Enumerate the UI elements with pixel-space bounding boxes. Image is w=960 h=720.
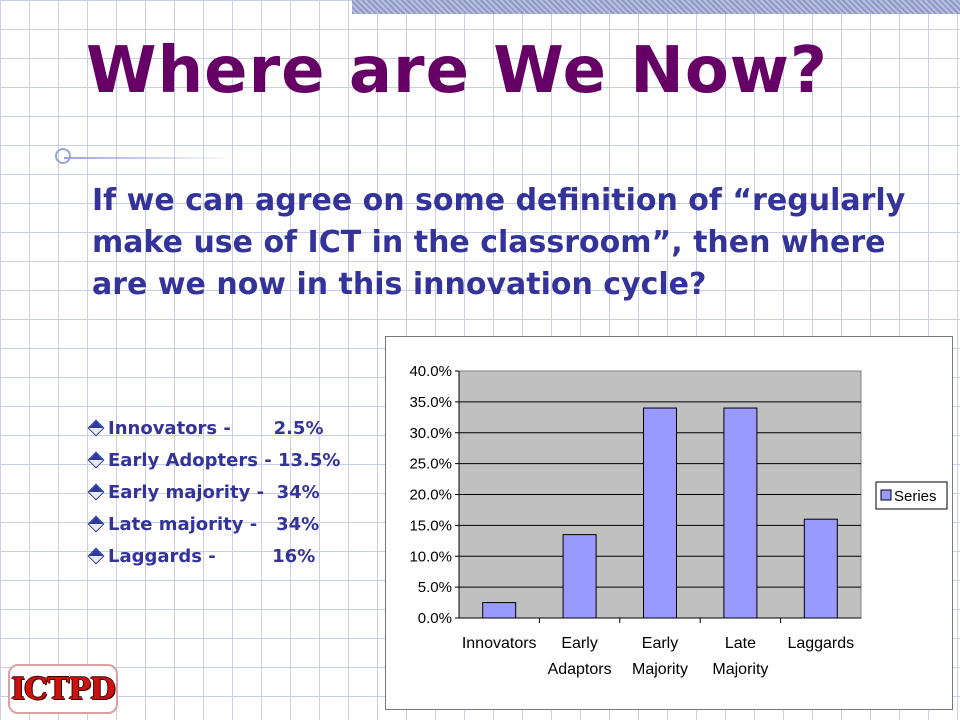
stat-value: 16% bbox=[272, 545, 316, 567]
y-tick-label: 0.0% bbox=[418, 610, 452, 627]
decorative-line bbox=[64, 157, 234, 159]
y-tick-label: 15.0% bbox=[409, 517, 452, 534]
stat-label: Early Adopters - bbox=[108, 449, 278, 471]
stats-list: Innovators - 2.5% Early Adopters - 13.5%… bbox=[87, 412, 341, 572]
stat-label: Early majority - bbox=[108, 481, 277, 503]
y-tick-label: 10.0% bbox=[409, 548, 452, 565]
x-tick-label: Adaptors bbox=[548, 661, 612, 678]
diamond-bullet-icon bbox=[87, 483, 105, 501]
y-tick-label: 30.0% bbox=[409, 425, 452, 442]
stat-value: 34% bbox=[276, 481, 320, 503]
x-tick-label: Early bbox=[561, 635, 597, 652]
ictpd-logo: ICTPD bbox=[8, 664, 118, 714]
x-tick-label: Innovators bbox=[462, 635, 537, 652]
y-tick-label: 5.0% bbox=[418, 579, 452, 596]
y-tick-label: 35.0% bbox=[409, 394, 452, 411]
bar bbox=[562, 534, 597, 619]
stat-value: 13.5% bbox=[277, 449, 341, 471]
stat-value: 2.5% bbox=[273, 417, 324, 439]
y-tick-label: 20.0% bbox=[409, 487, 452, 504]
decorative-circle bbox=[55, 148, 71, 164]
x-tick-label: Majority bbox=[632, 661, 688, 678]
bar-chart: 0.0% 5.0% 10.0% 15.0% 20.0% 25.0% 30.0% 35.0% 40… bbox=[385, 336, 953, 710]
bar bbox=[803, 518, 838, 619]
legend-swatch bbox=[880, 489, 892, 501]
intro-text: If we can agree on some definition of “r… bbox=[92, 183, 906, 302]
stat-item-laggards: Laggards - 16% bbox=[87, 540, 340, 572]
stat-value: 34% bbox=[276, 513, 320, 535]
bar-chart-svg: 0.0% 5.0% 10.0% 15.0% 20.0% 25.0% 30.0% 35.0% 40… bbox=[409, 363, 948, 678]
slide-title: Where are We Now? bbox=[86, 34, 829, 108]
diamond-bullet-icon bbox=[87, 451, 105, 469]
bar bbox=[482, 602, 517, 619]
diamond-bullet-icon bbox=[87, 419, 105, 437]
stat-label: Innovators - bbox=[108, 417, 269, 439]
legend-label: Series bbox=[894, 488, 937, 505]
diamond-bullet-icon bbox=[87, 515, 105, 533]
x-tick-label: Majority bbox=[712, 661, 768, 678]
stat-item-early-majority: Early majority - 34% bbox=[87, 476, 340, 508]
diamond-bullet-icon bbox=[87, 547, 105, 565]
top-decorative-strip bbox=[352, 0, 960, 14]
y-tick-label: 25.0% bbox=[409, 456, 452, 473]
y-tick-label: 40.0% bbox=[409, 363, 452, 380]
stat-item-early-adopters: Early Adopters - 13.5% bbox=[87, 444, 341, 476]
x-tick-label: Early bbox=[642, 635, 678, 652]
stat-label: Laggards - bbox=[108, 545, 273, 567]
stat-item-late-majority: Late majority - 34% bbox=[87, 508, 340, 540]
logo-text: ICTPD bbox=[11, 671, 116, 707]
x-tick-label: Late bbox=[725, 635, 756, 652]
bar bbox=[723, 407, 758, 619]
x-tick-label: Laggards bbox=[787, 635, 854, 652]
stat-item-innovators: Innovators - 2.5% bbox=[87, 412, 340, 444]
bar bbox=[643, 407, 677, 619]
stat-label: Late majority - bbox=[108, 513, 277, 535]
